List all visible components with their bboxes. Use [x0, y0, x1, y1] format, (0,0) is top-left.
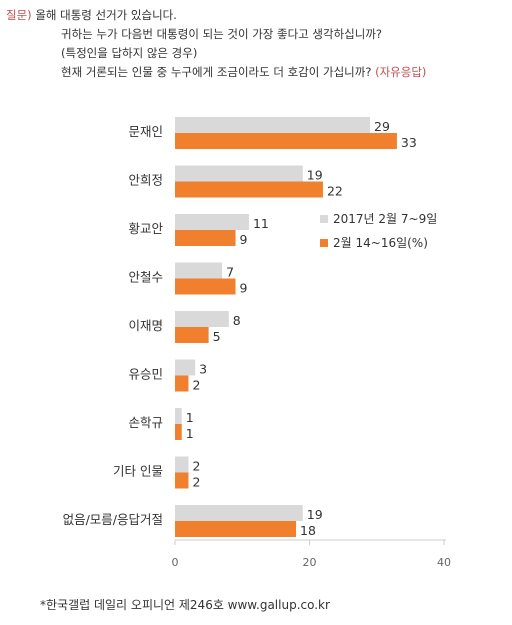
category-label: 없음/모름/응답거절: [63, 512, 163, 527]
value-label: 2: [192, 459, 200, 474]
bar-series2: [175, 424, 182, 440]
bar-series1: [175, 505, 303, 521]
bar-series2: [175, 472, 189, 489]
bar-series1: [175, 311, 229, 327]
category-label: 황교안: [128, 221, 163, 236]
value-label: 19: [307, 168, 323, 183]
category-label: 문재인: [128, 124, 163, 139]
value-label: 18: [300, 523, 316, 538]
legend-label: 2017년 2월 7~9일: [333, 212, 437, 226]
legend-label: 2월 14~16일(%): [333, 236, 428, 250]
value-label: 22: [327, 184, 343, 199]
question-line-1: 질문) 올해 대통령 선거가 있습니다.: [6, 8, 177, 22]
value-label: 11: [253, 216, 269, 231]
question-line-3: (특정인을 답하지 않은 경우): [61, 46, 198, 60]
legend-swatch-series1: [320, 215, 328, 223]
value-label: 33: [401, 135, 417, 150]
question-note: (자유응답): [375, 65, 427, 79]
source-note: *한국갤럽 데일리 오피니언 제246호 www.gallup.co.kr: [40, 598, 330, 612]
value-label: 8: [233, 313, 241, 328]
question-text: 질문) 올해 대통령 선거가 있습니다. 귀하는 누가 다음번 대통령이 되는 …: [6, 6, 506, 82]
category-label: 손학규: [128, 415, 163, 430]
x-tick-label: 20: [303, 556, 317, 569]
category-label: 안희정: [128, 173, 163, 188]
bar-series2: [175, 278, 236, 295]
bar-series2: [175, 181, 323, 198]
value-label: 3: [199, 362, 207, 377]
bar-series1: [175, 165, 303, 182]
bar-series2: [175, 375, 189, 392]
value-label: 19: [307, 507, 323, 522]
value-label: 29: [374, 119, 390, 134]
bar-series2: [175, 521, 297, 537]
value-label: 9: [240, 232, 248, 247]
question-tag: 질문): [6, 8, 32, 22]
bar-series1: [175, 214, 249, 230]
bar-series2: [175, 133, 397, 149]
value-label: 9: [240, 281, 248, 296]
category-label: 안철수: [128, 270, 163, 285]
bar-series2: [175, 230, 236, 246]
value-label: 2: [192, 475, 200, 490]
value-label: 7: [226, 265, 234, 280]
category-label: 기타 인물: [113, 464, 163, 479]
bar-series1: [175, 359, 196, 376]
x-tick-label: 0: [172, 556, 179, 569]
bar-series2: [175, 327, 209, 343]
value-label: 2: [192, 378, 200, 393]
legend-swatch-series2: [320, 239, 328, 247]
question-line-2: 귀하는 누가 다음번 대통령이 되는 것이 가장 좋다고 생각하십니까?: [61, 27, 383, 41]
bar-series1: [175, 117, 371, 133]
category-label: 이재명: [128, 318, 163, 333]
value-label: 1: [186, 426, 194, 441]
question-line-4: 현재 거론되는 인물 중 누구에게 조금이라도 더 호감이 가십니까? (자유응…: [61, 65, 427, 79]
bar-series1: [175, 456, 189, 473]
bar-series1: [175, 262, 223, 279]
x-tick-label: 40: [437, 556, 451, 569]
bar-series1: [175, 408, 182, 424]
category-label: 유승민: [128, 367, 163, 382]
value-label: 1: [186, 410, 194, 425]
value-label: 5: [213, 329, 221, 344]
